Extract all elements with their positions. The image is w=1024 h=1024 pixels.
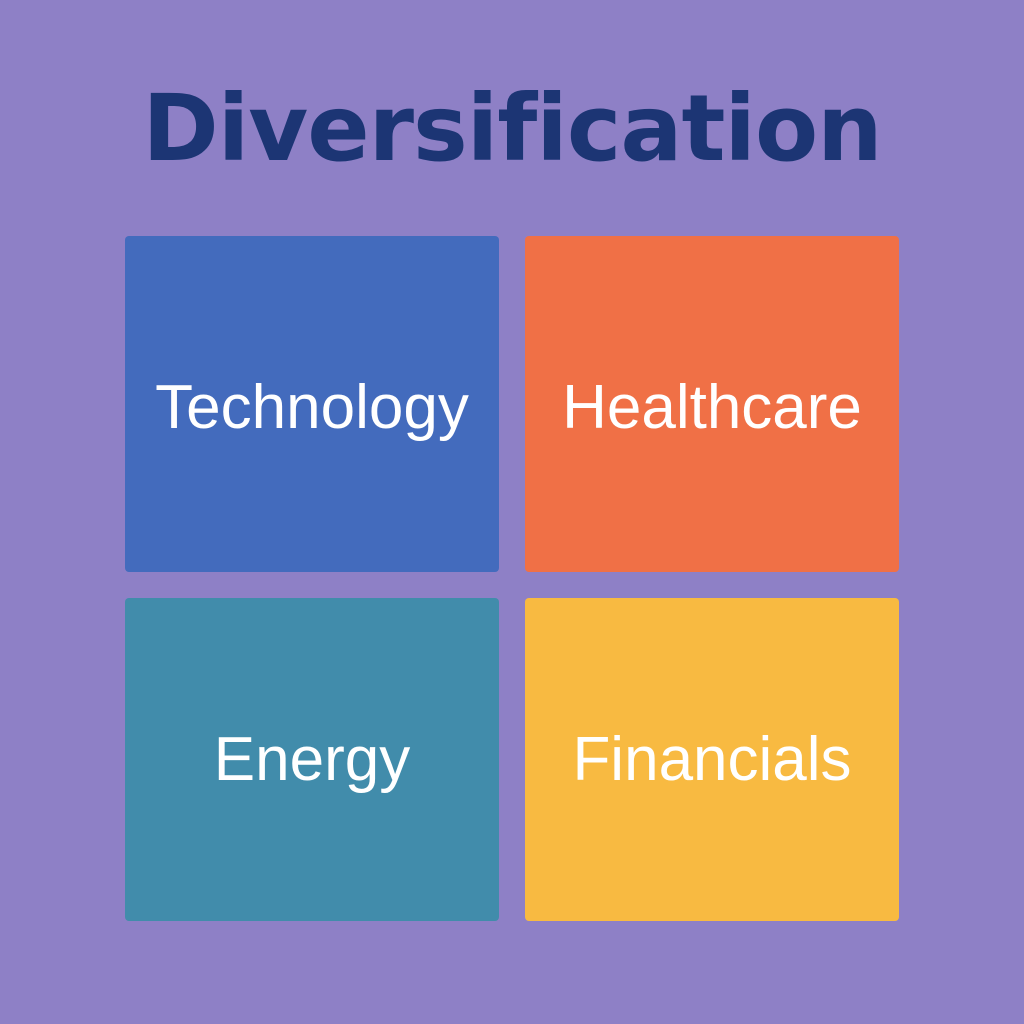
sector-tile-healthcare: Healthcare: [525, 236, 899, 572]
sector-label-financials: Financials: [572, 724, 852, 794]
sector-label-healthcare: Healthcare: [562, 373, 862, 442]
sector-tile-technology: Technology: [125, 236, 499, 572]
sector-label-energy: Energy: [213, 724, 411, 794]
sector-label-technology: Technology: [155, 373, 469, 442]
sector-tile-financials: Financials: [525, 598, 899, 921]
page-title: Diversification: [142, 75, 882, 182]
sector-tile-energy: Energy: [125, 598, 499, 921]
